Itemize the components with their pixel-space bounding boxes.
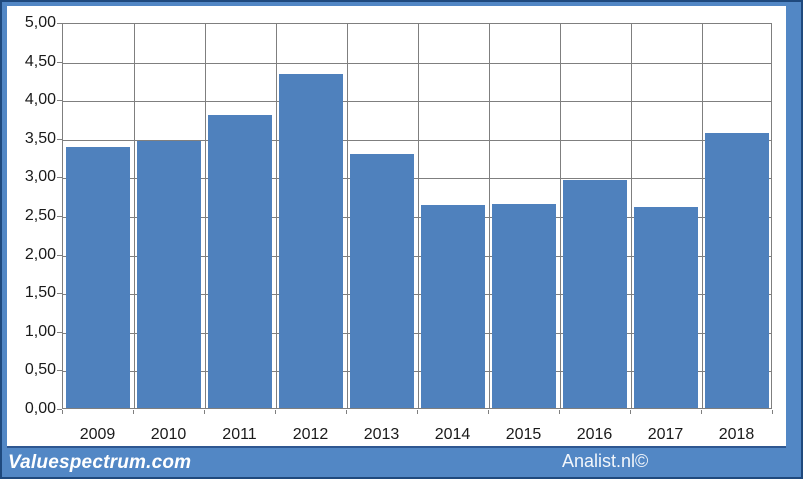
bar-2015: [492, 204, 556, 408]
x-axis-tick: [488, 410, 489, 414]
y-axis-label: 1,00: [24, 323, 56, 340]
y-axis-tick: [57, 255, 62, 256]
bar-2013: [350, 154, 414, 408]
y-axis-label: 3,00: [24, 168, 56, 185]
bar-2010: [137, 141, 201, 408]
horizontal-gridline: [63, 63, 771, 64]
x-axis-tick: [346, 410, 347, 414]
y-axis-tick: [57, 177, 62, 178]
horizontal-gridline: [63, 256, 771, 257]
x-axis-label: 2016: [576, 426, 613, 443]
x-axis-tick: [772, 410, 773, 414]
y-axis-label: 2,50: [24, 207, 56, 224]
vertical-gridline: [702, 24, 703, 408]
y-axis-tick: [57, 332, 62, 333]
x-axis-tick: [701, 410, 702, 414]
vertical-gridline: [489, 24, 490, 408]
x-axis-label: 2010: [150, 426, 187, 443]
y-axis-tick: [57, 216, 62, 217]
x-axis-tick: [133, 410, 134, 414]
vertical-gridline: [276, 24, 277, 408]
y-axis-label: 4,50: [24, 53, 56, 70]
vertical-gridline: [631, 24, 632, 408]
horizontal-gridline: [63, 140, 771, 141]
y-axis-label: 3,50: [24, 130, 56, 147]
y-axis-label: 5,00: [24, 14, 56, 31]
x-axis-label: 2013: [363, 426, 400, 443]
bar-2011: [208, 115, 272, 408]
horizontal-gridline: [63, 217, 771, 218]
y-axis-tick: [57, 409, 62, 410]
y-axis-tick: [57, 62, 62, 63]
x-axis-label: 2012: [292, 426, 329, 443]
y-axis-label: 4,00: [24, 91, 56, 108]
plot-area: [62, 23, 772, 409]
x-axis-tick: [417, 410, 418, 414]
horizontal-gridline: [63, 178, 771, 179]
x-axis-label: 2017: [647, 426, 684, 443]
horizontal-gridline: [63, 371, 771, 372]
x-axis-tick: [275, 410, 276, 414]
y-axis-label: 2,00: [24, 246, 56, 263]
bar-2017: [634, 207, 698, 408]
y-axis-tick: [57, 100, 62, 101]
y-axis-tick: [57, 23, 62, 24]
bar-2012: [279, 74, 343, 408]
bar-2014: [421, 205, 485, 408]
x-axis-tick: [559, 410, 560, 414]
y-axis-label: 1,50: [24, 284, 56, 301]
x-axis-label: 2009: [79, 426, 116, 443]
bar-2018: [705, 133, 769, 408]
horizontal-gridline: [63, 333, 771, 334]
x-axis-label: 2011: [222, 426, 257, 443]
vertical-gridline: [418, 24, 419, 408]
vertical-gridline: [560, 24, 561, 408]
y-axis-tick: [57, 370, 62, 371]
bar-2016: [563, 180, 627, 408]
analist-watermark: Analist.nl©: [562, 451, 649, 471]
y-axis-label: 0,50: [24, 361, 56, 378]
horizontal-gridline: [63, 294, 771, 295]
x-axis-tick: [204, 410, 205, 414]
y-axis-tick: [57, 139, 62, 140]
vertical-gridline: [134, 24, 135, 408]
x-axis-tick: [630, 410, 631, 414]
x-axis-tick: [62, 410, 63, 414]
valuespectrum-watermark: Valuespectrum.com: [8, 452, 192, 473]
y-axis-tick: [57, 293, 62, 294]
x-axis-label: 2015: [505, 426, 542, 443]
x-axis-label: 2018: [718, 426, 755, 443]
vertical-gridline: [205, 24, 206, 408]
bar-2009: [66, 147, 130, 408]
y-axis-label: 0,00: [24, 400, 56, 417]
vertical-gridline: [347, 24, 348, 408]
horizontal-gridline: [63, 101, 771, 102]
x-axis-label: 2014: [434, 426, 471, 443]
